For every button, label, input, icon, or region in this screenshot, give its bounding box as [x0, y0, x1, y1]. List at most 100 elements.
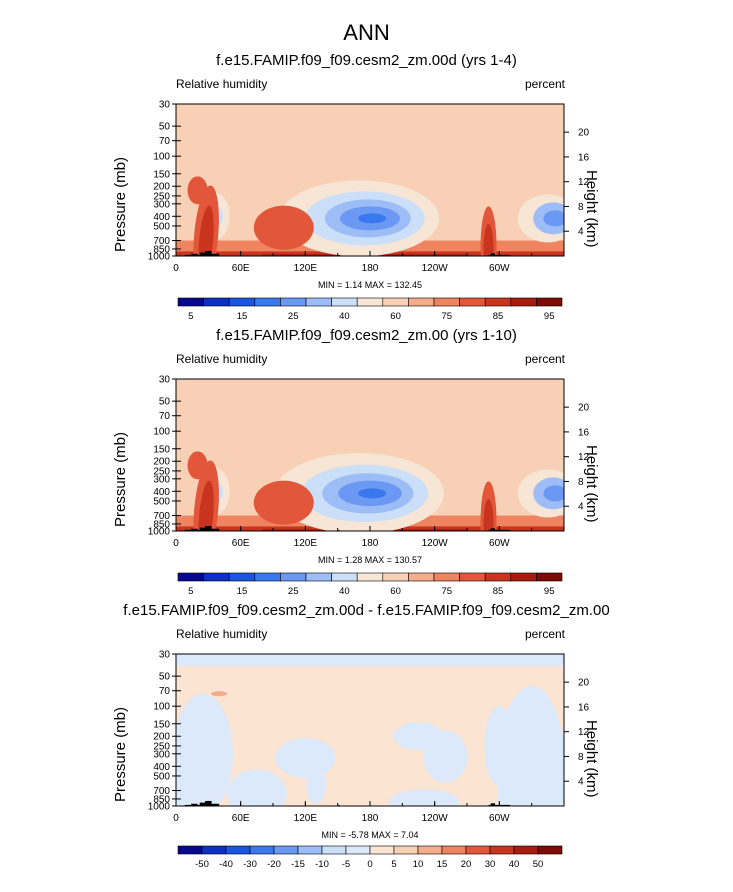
moist-column [483, 223, 494, 256]
y-tick-label: 100 [153, 702, 170, 713]
topography-bar [211, 528, 220, 531]
y2-tick-label: 4 [578, 227, 584, 238]
dry-zone [358, 213, 387, 224]
colorbar-label: 75 [442, 311, 453, 322]
topography-bar [211, 253, 220, 256]
colorbar-label: 15 [237, 311, 248, 322]
y-tick-label: 700 [153, 786, 170, 797]
colorbar-label: -50 [195, 859, 209, 870]
colorbar-label: 40 [509, 859, 520, 870]
colorbar-label: -20 [267, 859, 281, 870]
y2-tick-label: 20 [578, 403, 590, 414]
colorbar-box [249, 845, 275, 855]
colorbar-box [331, 572, 358, 582]
moist-column [198, 480, 214, 531]
moist-column [253, 480, 314, 525]
contour-plot: 1000850700500400300250200150100705030481… [148, 100, 590, 323]
colorbar-box [225, 845, 251, 855]
colorbar-box [305, 297, 332, 307]
colorbar-box [417, 845, 443, 855]
colorbar-box [441, 845, 467, 855]
min-max-text: MIN = 1.28 MAX = 130.57 [317, 555, 423, 565]
y2-tick-label: 8 [578, 202, 584, 213]
dry-zone-east [543, 210, 564, 227]
x-tick-label: 60W [489, 813, 510, 824]
y-tick-label: 250 [153, 191, 170, 202]
colorbar-label: -15 [291, 859, 305, 870]
x-tick-label: 60W [489, 263, 510, 274]
colorbar-box [433, 297, 460, 307]
x-tick-label: 120E [294, 813, 318, 824]
colorbar-label: 15 [437, 859, 448, 870]
colorbar-box [177, 297, 204, 307]
y-tick-label: 150 [153, 444, 170, 455]
y-tick-label: 850 [153, 794, 170, 805]
colorbar-label: 10 [413, 859, 424, 870]
colorbar-box [536, 572, 563, 582]
x-tick-label: 60W [489, 538, 510, 549]
contour-fill [176, 654, 564, 806]
colorbar-box [465, 845, 491, 855]
pos-region [211, 691, 228, 697]
y-tick-label: 400 [153, 762, 170, 773]
colorbar-box [393, 845, 419, 855]
colorbar-label: 25 [288, 586, 299, 597]
topography-bar [199, 527, 209, 531]
x-tick-label: 180 [362, 813, 379, 824]
y-tick-label: 300 [153, 749, 170, 760]
colorbar-box [536, 297, 563, 307]
y2-tick-label: 12 [578, 452, 590, 463]
colorbar-box [297, 845, 323, 855]
colorbar-label: -30 [243, 859, 257, 870]
colorbar-label: 0 [367, 859, 372, 870]
panel-2: f.e15.FAMIP.f09_f09.cesm2_zm.00 (yrs 1-1… [0, 327, 733, 617]
x-tick-label: 120E [294, 263, 318, 274]
colorbar-label: 15 [237, 586, 248, 597]
panel-1: f.e15.FAMIP.f09_f09.cesm2_zm.00d (yrs 1-… [0, 52, 733, 342]
colorbar-box [254, 572, 281, 582]
y2-tick-label: 12 [578, 727, 590, 738]
moist-column [253, 205, 314, 250]
y-tick-label: 50 [159, 122, 171, 133]
colorbar-box [459, 297, 486, 307]
y2-tick-label: 16 [578, 702, 590, 713]
colorbar-box [459, 572, 486, 582]
colorbar-box [228, 572, 256, 582]
moist-column [187, 176, 208, 205]
y-tick-label: 70 [159, 136, 171, 147]
colorbar-box [203, 572, 230, 582]
colorbar-label: 85 [493, 586, 504, 597]
colorbar-box [484, 572, 512, 582]
colorbar-box [280, 572, 307, 582]
y-tick-label: 300 [153, 199, 170, 210]
topography-bar [199, 252, 209, 256]
y-tick-label: 500 [153, 496, 170, 507]
y-tick-label: 250 [153, 466, 170, 477]
x-tick-label: 120E [294, 538, 318, 549]
y-tick-label: 150 [153, 169, 170, 180]
colorbar-label: 85 [493, 311, 504, 322]
neg-region [306, 763, 327, 804]
colorbar-label: 40 [339, 311, 350, 322]
x-tick-label: 60E [232, 813, 250, 824]
dry-zone-east [543, 485, 564, 502]
colorbar-box [408, 572, 435, 582]
neg-region [275, 737, 336, 778]
y2-tick-label: 20 [578, 128, 590, 139]
x-tick-label: 0 [173, 813, 179, 824]
topography-bar [199, 802, 209, 806]
topography-bar [490, 253, 496, 256]
y-tick-label: 30 [159, 650, 171, 661]
y-tick-label: 200 [153, 182, 170, 193]
colorbar-box [254, 297, 281, 307]
min-max-text: MIN = -5.78 MAX = 7.04 [321, 830, 419, 840]
colorbar-box [345, 845, 371, 855]
colorbar-label: -40 [219, 859, 233, 870]
panel-title: f.e15.FAMIP.f09_f09.cesm2_zm.00 (yrs 1-1… [216, 327, 517, 344]
colorbar-box [382, 297, 409, 307]
y2-tick-label: 12 [578, 177, 590, 188]
colorbar-box [369, 845, 395, 855]
x-tick-label: 120W [422, 538, 449, 549]
colorbar-box [510, 572, 537, 582]
y-tick-label: 850 [153, 244, 170, 255]
